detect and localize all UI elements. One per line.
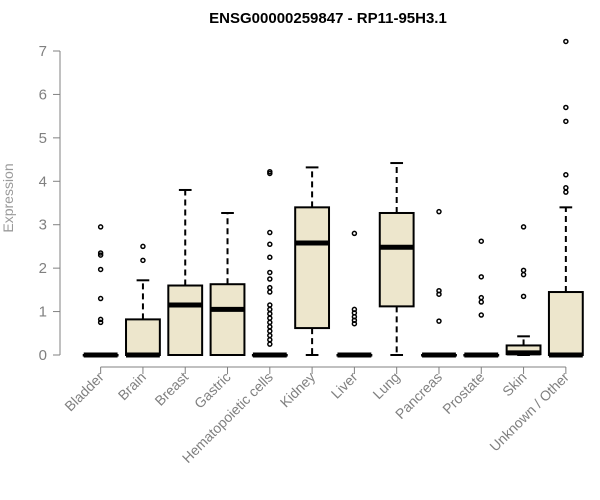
x-tick-label: Liver	[328, 369, 361, 402]
outlier-point	[520, 271, 527, 278]
outlier-point	[563, 189, 569, 195]
outlier-point	[520, 293, 527, 300]
x-tick-label: Kidney	[277, 369, 319, 411]
box-rect	[378, 211, 415, 308]
outlier-point	[97, 316, 104, 323]
outlier-point	[97, 224, 104, 230]
outlier-point	[436, 208, 442, 215]
x-tick-label: Bladder	[61, 369, 107, 415]
outlier-point	[478, 294, 485, 301]
x-tick-label: Prostate	[439, 369, 487, 417]
outlier-point	[436, 318, 442, 324]
box-group	[336, 230, 373, 358]
box-group	[421, 208, 457, 358]
outlier-point	[97, 250, 104, 256]
x-tick-label: Breast	[151, 369, 191, 409]
y-tick-label: 6	[39, 86, 47, 103]
outlier-point	[267, 337, 273, 343]
x-tick-label: Pancreas	[392, 369, 445, 422]
box-rect	[125, 318, 161, 357]
plot-area	[82, 38, 584, 358]
y-tick-label: 7	[39, 43, 47, 60]
outlier-point	[267, 284, 273, 291]
box-group	[463, 238, 500, 358]
box-group	[547, 38, 584, 358]
box-group	[251, 168, 288, 358]
x-tick-label: Skin	[499, 369, 530, 400]
outlier-point	[563, 185, 569, 191]
outlier-point	[267, 254, 273, 261]
y-tick-label: 1	[39, 304, 47, 321]
outlier-point	[267, 302, 273, 308]
outlier-point	[267, 229, 273, 236]
x-tick-label: Unknown / Other	[486, 369, 572, 455]
outlier-point	[267, 310, 273, 317]
outlier-point	[267, 324, 273, 330]
outlier-point	[520, 267, 527, 274]
box-group	[167, 188, 204, 356]
outlier-point	[97, 295, 104, 302]
x-tick-label: Brain	[115, 369, 149, 403]
box-group	[505, 224, 542, 356]
y-tick-label: 0	[39, 347, 47, 364]
box-rect	[547, 291, 584, 356]
outlier-point	[563, 104, 569, 111]
outlier-point	[436, 291, 442, 297]
outlier-point	[478, 299, 485, 305]
outlier-point	[267, 341, 273, 347]
outlier-point	[267, 170, 273, 177]
outlier-point	[267, 328, 273, 334]
y-tick-label: 4	[39, 173, 47, 190]
outlier-point	[97, 319, 104, 326]
outlier-point	[267, 276, 273, 282]
outlier-point	[351, 230, 358, 237]
outlier-point	[351, 320, 358, 327]
outlier-point	[267, 241, 273, 248]
outlier-point	[97, 252, 104, 258]
outlier-point	[563, 38, 569, 45]
y-tick-label: 5	[39, 130, 47, 147]
chart-title: ENSG00000259847 - RP11-95H3.1	[209, 10, 447, 27]
outlier-point	[478, 312, 485, 318]
outlier-point	[520, 224, 527, 230]
y-tick-label: 2	[39, 260, 47, 277]
outlier-point	[267, 315, 273, 321]
box-rect	[209, 283, 246, 356]
box-group	[125, 243, 161, 358]
outlier-point	[478, 238, 485, 244]
outlier-point	[267, 289, 273, 295]
box-group	[378, 162, 415, 356]
x-tick-label: Lung	[369, 369, 402, 402]
y-axis-label: Expression	[0, 163, 16, 232]
box-group	[82, 224, 119, 358]
box-group	[294, 166, 331, 356]
outlier-point	[267, 332, 273, 339]
y-tick-label: 3	[39, 217, 47, 234]
outlier-point	[563, 118, 569, 125]
box-group	[209, 211, 246, 356]
outlier-point	[267, 319, 273, 326]
box-rect	[294, 206, 331, 330]
outlier-point	[478, 274, 485, 280]
y-axis: 0 1 2 3 4 5 6 7	[39, 43, 61, 364]
outlier-point	[267, 269, 273, 276]
outlier-point	[563, 172, 569, 178]
outlier-point	[140, 243, 146, 250]
box-rect	[167, 284, 204, 356]
outlier-point	[267, 306, 273, 313]
outlier-point	[140, 257, 146, 264]
outlier-point	[97, 266, 104, 273]
